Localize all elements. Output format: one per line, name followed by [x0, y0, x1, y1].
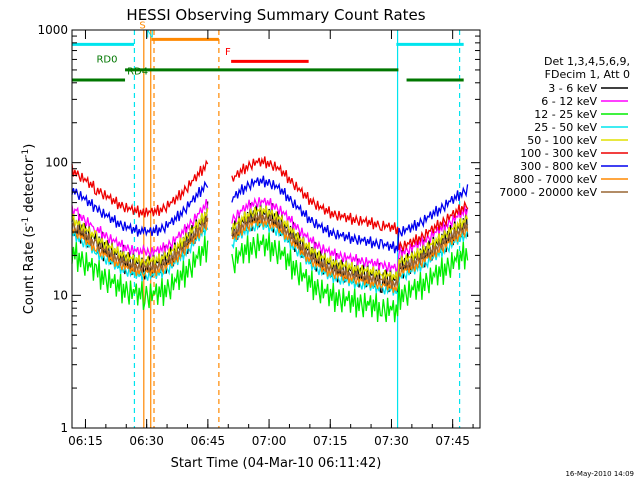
x-tick-label: 06:45: [191, 434, 226, 448]
legend-label: 6 - 12 keV: [541, 95, 597, 108]
y-axis-label: Count Rate (s-1 detector-1): [21, 144, 37, 315]
legend-header-line1: Det 1,3,4,5,6,9,: [544, 55, 630, 68]
legend-label: 300 - 800 keV: [520, 160, 597, 173]
y-tick-label: 10: [53, 288, 68, 302]
series-line: [71, 175, 469, 254]
plot-frame: [71, 29, 481, 429]
y-axis-label-mid: detector: [22, 157, 37, 217]
legend-label: 3 - 6 keV: [548, 82, 597, 95]
y-axis-label-main: Count Rate (s: [22, 226, 37, 315]
chart-title: HESSI Observing Summary Count Rates: [126, 6, 425, 24]
x-tick-label: 07:30: [374, 434, 409, 448]
x-tick-label: 06:15: [68, 434, 103, 448]
y-axis-label-end: ): [22, 144, 37, 149]
x-tick-label: 07:45: [435, 434, 470, 448]
y-tick-label: 100: [45, 156, 68, 170]
legend-header-line2: FDecim 1, Att 0: [545, 68, 630, 81]
axis-layer: 1 10 100 1000 06:15 06:30 06:45 07:00 07:15 07:30…: [37, 23, 480, 448]
status-bar-label: RD4: [127, 67, 148, 78]
legend-label: 7000 - 20000 keV: [499, 186, 597, 199]
x-tick-label: 07:15: [313, 434, 348, 448]
series-line: [71, 156, 469, 252]
x-axis-label: Start Time (04-Mar-10 06:11:42): [171, 456, 382, 471]
series-line: [71, 232, 469, 323]
series-line: [71, 205, 469, 284]
legend-label: 100 - 300 keV: [520, 147, 597, 160]
legend-label: 25 - 50 keV: [534, 121, 597, 134]
data-layer: SN F RD0 RD4: [71, 20, 469, 428]
y-tick-label: 1: [60, 421, 68, 435]
legend-label: 50 - 100 keV: [527, 134, 597, 147]
legend-label: 12 - 25 keV: [534, 108, 597, 121]
status-bar-label: N: [146, 29, 153, 40]
x-tick-label: 06:30: [129, 434, 164, 448]
timestamp: 16-May-2010 14:09: [565, 470, 634, 478]
status-bar-label: S: [139, 20, 145, 31]
y-axis-label-sup1: -1: [21, 217, 31, 226]
status-bar-label: F: [225, 47, 231, 58]
series-line: [71, 211, 469, 289]
legend-label: 800 - 7000 keV: [513, 173, 597, 186]
y-tick-label: 1000: [37, 23, 68, 37]
status-bar-label: RD0: [96, 54, 117, 65]
y-axis-label-sup2: -1: [21, 149, 31, 158]
x-tick-label: 07:00: [252, 434, 287, 448]
